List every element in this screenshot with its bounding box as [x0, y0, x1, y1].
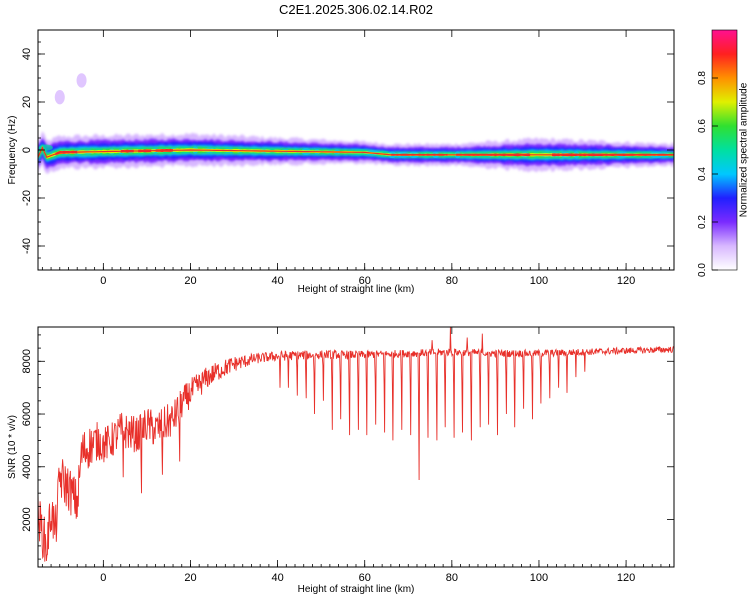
spectrogram-x-tick-label: 60	[359, 275, 371, 287]
spectrogram-x-axis-label: Height of straight line (km)	[298, 284, 415, 295]
chart-title: C2E1.2025.306.02.14.R02	[279, 2, 433, 17]
spectrogram-plot-area	[38, 73, 674, 174]
snr-x-tick-label: 80	[446, 572, 458, 584]
spectrogram-y-tick-label: 40	[21, 48, 33, 60]
snr-x-tick-label: 100	[530, 572, 548, 584]
snr-series-line	[38, 327, 674, 562]
snr-y-tick-label: 8000	[21, 349, 33, 373]
colorbar-tick-label: 0.6	[697, 119, 708, 133]
snr-x-tick-label: 0	[100, 572, 106, 584]
snr-x-axis-label: Height of straight line (km)	[298, 584, 415, 595]
spectrogram-x-tick-label: 80	[446, 275, 458, 287]
spectrogram-faint-spot	[76, 73, 87, 88]
colorbar-tick-label: 0.4	[697, 167, 708, 181]
snr-x-tick-label: 40	[271, 572, 283, 584]
snr-x-tick-label: 60	[359, 572, 371, 584]
spectrogram-y-tick-label: -20	[21, 190, 33, 206]
spectrogram-x-tick-label: 120	[617, 275, 635, 287]
spectrogram-x-tick-label: 40	[271, 275, 283, 287]
spectrogram-x-tick-label: 20	[184, 275, 196, 287]
colorbar-tick-label: 0.8	[697, 71, 708, 85]
spectrogram-faint-spot	[54, 90, 65, 105]
snr-x-tick-label: 20	[184, 572, 196, 584]
snr-panel: 0 20 40 60 80 100 120 2000 4000 6000 8000 Height o…	[7, 326, 675, 595]
colorbar-ticks: 0.0 0.2 0.4 0.6 0.8	[697, 71, 718, 277]
spectrogram-panel: 0 20 40 60 80 100 120 -40 -20 0 20 40 Height of str…	[7, 29, 675, 295]
snr-plot-area	[38, 327, 674, 562]
snr-y-axis-label: SNR (10 * v/v)	[7, 415, 18, 479]
spectrogram-y-tick-label: 0	[21, 147, 33, 153]
snr-x-tick-label: 120	[617, 572, 635, 584]
colorbar-scale	[711, 29, 738, 271]
snr-ticks: 0 20 40 60 80 100 120 2000 4000 6000 8000	[21, 327, 674, 584]
spectrogram-ticks: 0 20 40 60 80 100 120 -40 -20 0 20 40	[21, 29, 674, 287]
colorbar-tick-label: 0.0	[697, 263, 708, 277]
snr-y-tick-label: 6000	[21, 402, 33, 426]
snr-frame	[37, 326, 675, 568]
colorbar: 0.0 0.2 0.4 0.6 0.8 Normalized spectral ampl…	[697, 29, 750, 277]
spectrogram-y-tick-label: -40	[21, 238, 33, 254]
colorbar-label: Normalized spectral amplitude	[739, 82, 750, 217]
spectrogram-y-axis-label: Frequency (Hz)	[7, 116, 18, 185]
spectrogram-center-line	[38, 146, 674, 158]
colorbar-tick-label: 0.2	[697, 215, 708, 229]
spectrogram-x-tick-label: 100	[530, 275, 548, 287]
snr-y-tick-label: 2000	[21, 507, 33, 531]
snr-y-tick-label: 4000	[21, 455, 33, 479]
spectrogram-y-tick-label: 20	[21, 96, 33, 108]
spectrogram-x-tick-label: 0	[100, 275, 106, 287]
